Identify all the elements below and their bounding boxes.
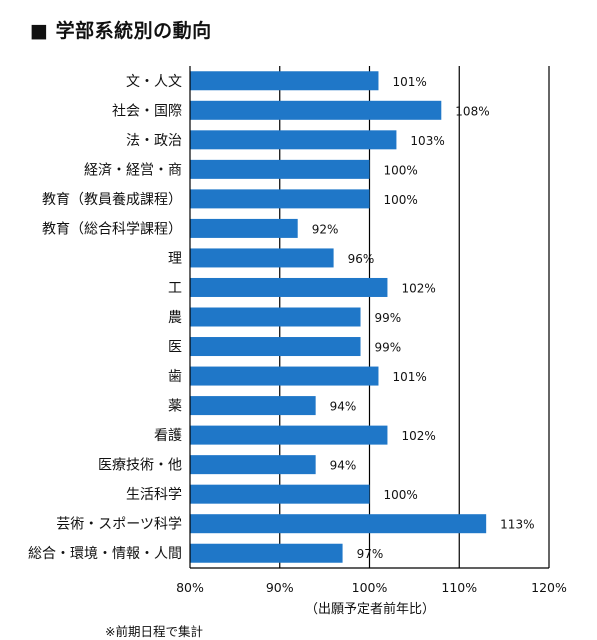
bar [190,189,370,209]
category-label: 社会・国際 [112,103,182,119]
category-label: 総合・環境・情報・人間 [28,546,182,562]
value-label: 101% [392,75,426,89]
value-label: 113% [500,518,534,532]
value-label: 92% [312,222,339,236]
category-label: 生活科学 [126,487,182,503]
category-label: 農 [168,310,182,326]
category-label: 医療技術・他 [98,457,182,474]
category-label: 法・政治 [126,133,182,149]
value-label: 103% [410,134,444,148]
category-label: 看護 [154,428,182,444]
category-label: 理 [168,251,182,267]
category-label: 薬 [168,399,182,415]
value-label: 96% [348,252,375,266]
bar [190,514,487,534]
value-label: 94% [330,459,357,473]
bar [190,455,316,475]
value-label: 99% [375,341,402,355]
value-label: 108% [455,104,489,118]
value-label: 100% [384,193,418,207]
bar [190,100,442,120]
footnote: ※前期日程で集計 [105,624,203,639]
x-tick-label: 80% [176,580,204,595]
category-label: 医 [168,340,182,356]
x-tick-label: 110% [441,580,477,595]
category-label: 教育（教員養成課程） [42,191,182,208]
bar [190,248,334,268]
bar [190,337,361,357]
bar [190,543,343,563]
bar [190,396,316,416]
category-label: 芸術・スポーツ科学 [56,517,182,533]
value-label: 100% [384,488,418,502]
bar [190,277,388,297]
bar [190,484,370,504]
category-label: 文・人文 [126,74,182,90]
category-label: 歯 [168,369,182,385]
x-tick-label: 120% [531,580,567,595]
bar [190,366,379,386]
category-label: 教育（総合科学課程） [42,221,182,237]
bar [190,307,361,327]
bar [190,130,397,150]
value-label: 101% [392,370,426,384]
x-axis-label: （出願予定者前年比） [305,601,435,617]
value-label: 99% [375,311,402,325]
value-label: 100% [384,163,418,177]
bar [190,425,388,445]
x-tick-label: 90% [266,580,294,595]
value-label: 97% [357,547,384,561]
value-label: 94% [330,400,357,414]
bar [190,159,370,179]
bar [190,71,379,91]
value-label: 102% [401,281,435,295]
bar [190,218,298,238]
category-label: 工 [168,280,182,296]
x-tick-label: 100% [352,580,388,595]
chart-title: ■ 学部系統別の動向 [30,20,212,42]
value-label: 102% [401,429,435,443]
category-label: 経済・経営・商 [84,162,182,178]
